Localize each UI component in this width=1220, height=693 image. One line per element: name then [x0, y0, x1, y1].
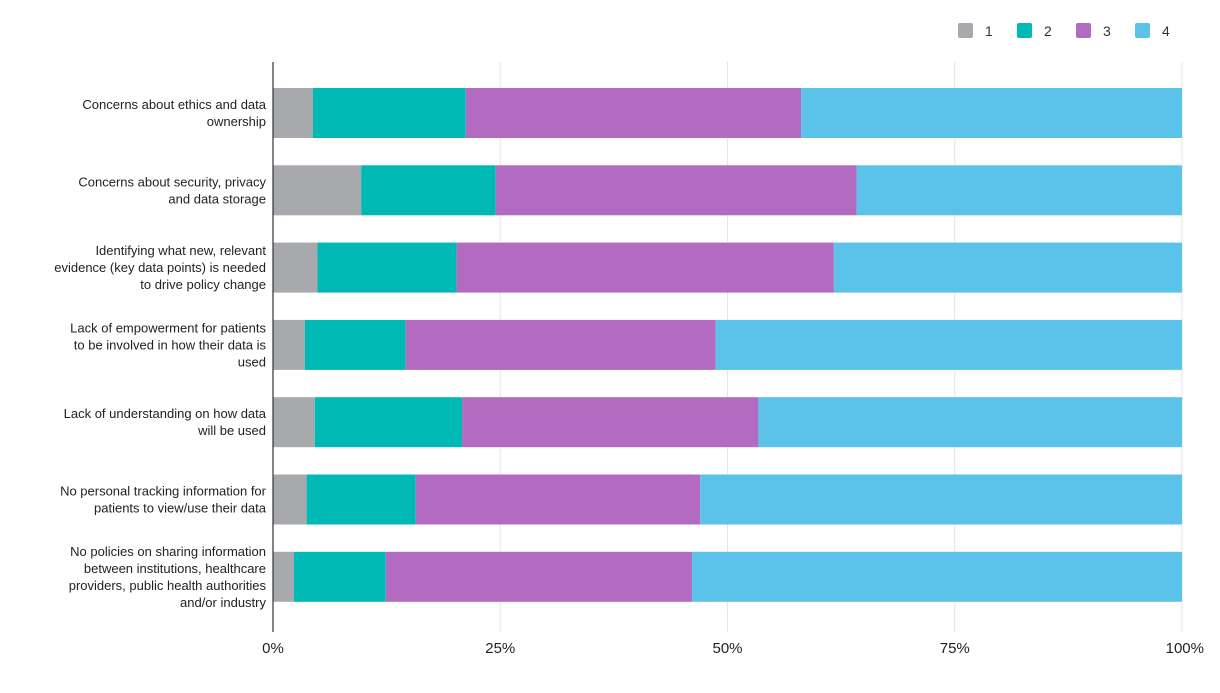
category-label: No policies on sharing information betwee…: [69, 544, 267, 610]
bar-segment-3: [462, 397, 759, 448]
category-label: Identifying what new, relevant evidence (…: [54, 243, 266, 292]
category-label-line: and data storage: [168, 191, 266, 206]
category-label-line: providers, public health authorities: [69, 578, 267, 593]
bar-segment-2: [314, 397, 463, 448]
x-tick-labels: 0% 25% 50% 75% 100%: [262, 640, 1204, 657]
category-label-line: Identifying what new, relevant: [95, 243, 266, 258]
category-labels: Concerns about ethics and data ownershipC…: [54, 97, 267, 610]
category-label-line: to drive policy change: [140, 277, 266, 292]
bar-segment-3: [456, 242, 834, 293]
bar-segment-4: [700, 474, 1182, 525]
bar-segment-2: [361, 165, 496, 216]
legend-swatch: [1017, 23, 1032, 38]
bar-segment-4: [715, 319, 1182, 370]
category-label: Lack of understanding on how data will be…: [64, 406, 267, 438]
bar-segment-4: [833, 242, 1182, 293]
x-tick-label: 0%: [262, 640, 284, 657]
x-tick-label: 75%: [940, 640, 970, 657]
category-label: No personal tracking information for pati…: [60, 484, 267, 516]
bar-segment-4: [801, 88, 1182, 138]
bar-segment-2: [306, 474, 416, 525]
legend-swatch: [958, 23, 973, 38]
x-tick-label: 100%: [1166, 640, 1204, 657]
category-label-line: Lack of empowerment for patients: [70, 320, 266, 335]
category-label: Lack of empowerment for patients to be in…: [70, 320, 266, 369]
legend-label: 3: [1103, 23, 1111, 39]
bar-segment-3: [495, 165, 857, 216]
bar-segment-1: [273, 551, 294, 602]
category-label-line: No personal tracking information for: [60, 484, 267, 499]
legend-item-3: 3: [1076, 23, 1111, 39]
legend: 1 2 3 4: [958, 23, 1170, 39]
legend-label: 4: [1162, 23, 1170, 39]
legend-label: 2: [1044, 23, 1052, 39]
category-label-line: No policies on sharing information: [70, 544, 266, 559]
category-label-line: to be involved in how their data is: [74, 337, 267, 352]
category-label: Concerns about ethics and data ownership: [82, 97, 266, 129]
bar-segment-2: [317, 242, 457, 293]
bar-segment-1: [273, 397, 315, 448]
legend-item-2: 2: [1017, 23, 1052, 39]
bar-segment-2: [312, 88, 466, 138]
bar-segment-1: [273, 474, 307, 525]
bar-segment-1: [273, 88, 313, 138]
bar-segment-2: [304, 319, 406, 370]
category-label-line: used: [238, 354, 266, 369]
bar-segment-4: [856, 165, 1182, 216]
category-label: Concerns about security, privacy and data…: [78, 174, 266, 206]
category-label-line: evidence (key data points) is needed: [54, 260, 266, 275]
category-label-line: Concerns about ethics and data: [82, 97, 266, 112]
bar-segment-1: [273, 242, 318, 293]
category-label-line: and/or industry: [180, 595, 266, 610]
bar-segment-2: [293, 551, 386, 602]
category-label-line: between institutions, healthcare: [84, 561, 266, 576]
legend-item-4: 4: [1135, 23, 1170, 39]
bar-segment-1: [273, 319, 305, 370]
bar-segment-1: [273, 165, 362, 216]
legend-item-1: 1: [958, 23, 993, 39]
legend-label: 1: [985, 23, 993, 39]
legend-swatch: [1076, 23, 1091, 38]
bar-segment-3: [415, 474, 701, 525]
bars: [273, 88, 1182, 602]
category-label-line: Lack of understanding on how data: [64, 406, 267, 421]
category-label-line: patients to view/use their data: [94, 501, 267, 516]
x-tick-label: 50%: [712, 640, 742, 657]
bar-segment-3: [405, 319, 716, 370]
bar-segment-3: [385, 551, 693, 602]
category-label-line: Concerns about security, privacy: [78, 174, 266, 189]
bar-segment-4: [758, 397, 1182, 448]
bar-segment-4: [692, 551, 1182, 602]
legend-swatch: [1135, 23, 1150, 38]
bar-segment-3: [465, 88, 802, 138]
category-label-line: ownership: [207, 114, 266, 129]
x-tick-label: 25%: [485, 640, 515, 657]
category-label-line: will be used: [197, 423, 266, 438]
